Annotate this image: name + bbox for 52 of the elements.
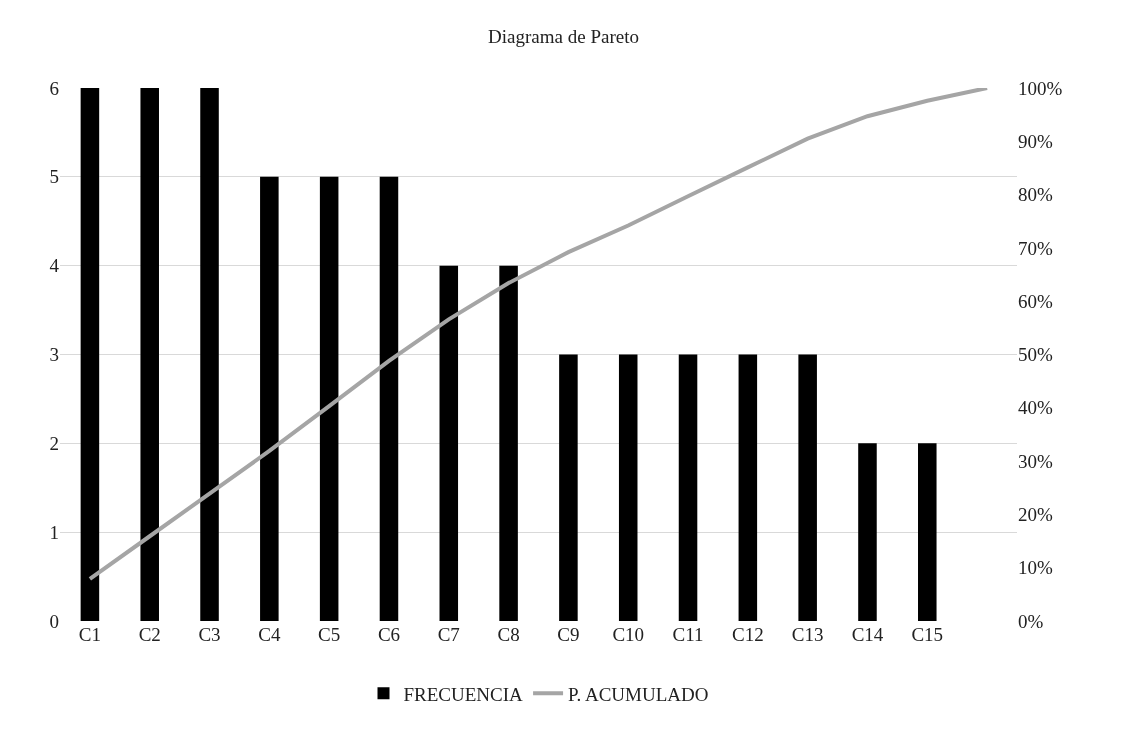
y2-tick-label: 70% — [1018, 237, 1053, 259]
y-tick-label: 2 — [49, 432, 59, 454]
y2-tick-label: 60% — [1018, 290, 1053, 312]
y2-tick-label: 0% — [1018, 610, 1044, 632]
x-tick-label: C5 — [318, 624, 341, 645]
bar — [80, 88, 100, 621]
bar — [678, 354, 698, 621]
x-tick-label: C4 — [258, 624, 281, 645]
bar — [319, 176, 339, 621]
y-tick-label: 4 — [49, 255, 60, 277]
y-tick-label: 1 — [49, 521, 59, 543]
bar — [798, 354, 817, 621]
bar — [559, 354, 578, 621]
bar — [260, 176, 279, 621]
line-series — [87, 88, 990, 581]
y-tick-label: 0 — [49, 610, 59, 632]
y-tick-label: 6 — [49, 77, 59, 99]
y2-tick-label: 20% — [1018, 504, 1053, 526]
y2-tick-label: 100% — [1018, 77, 1063, 99]
legend-label: FRECUENCIA — [403, 683, 524, 705]
y-tick-label: 5 — [49, 166, 59, 188]
chart-title: Diagrama de Pareto — [488, 25, 639, 47]
bar — [379, 176, 399, 621]
bar — [499, 265, 518, 621]
x-tick-label: C7 — [437, 624, 460, 645]
y-tick-label: 3 — [49, 344, 59, 366]
y2-tick-label: 40% — [1018, 397, 1053, 419]
x-tick-label: C13 — [791, 624, 824, 645]
y2-tick-label: 30% — [1018, 450, 1053, 472]
y2-tick-label: 80% — [1018, 184, 1053, 206]
x-tick-label: C1 — [78, 624, 101, 645]
y2-tick-label: 10% — [1018, 557, 1053, 579]
bar — [918, 443, 937, 621]
y2-tick-label: 50% — [1018, 344, 1053, 366]
bar — [738, 354, 758, 621]
x-tick-label: C2 — [138, 624, 161, 645]
bar — [439, 265, 459, 621]
legend-label: P. ACUMULADO — [568, 683, 709, 705]
x-tick-label: C12 — [732, 624, 764, 645]
x-tick-label: C3 — [198, 624, 221, 645]
x-tick-label: C11 — [672, 624, 704, 645]
x-tick-label: C9 — [557, 624, 580, 645]
x-tick-label: C6 — [377, 624, 401, 645]
bar — [858, 443, 877, 621]
bar — [140, 88, 159, 621]
x-tick-label: C14 — [851, 624, 884, 645]
y2-tick-label: 90% — [1018, 130, 1053, 152]
bar — [200, 88, 219, 621]
x-tick-label: C8 — [497, 624, 520, 645]
x-tick-label: C10 — [612, 624, 645, 645]
bar — [618, 354, 638, 621]
x-tick-label: C15 — [911, 624, 944, 645]
